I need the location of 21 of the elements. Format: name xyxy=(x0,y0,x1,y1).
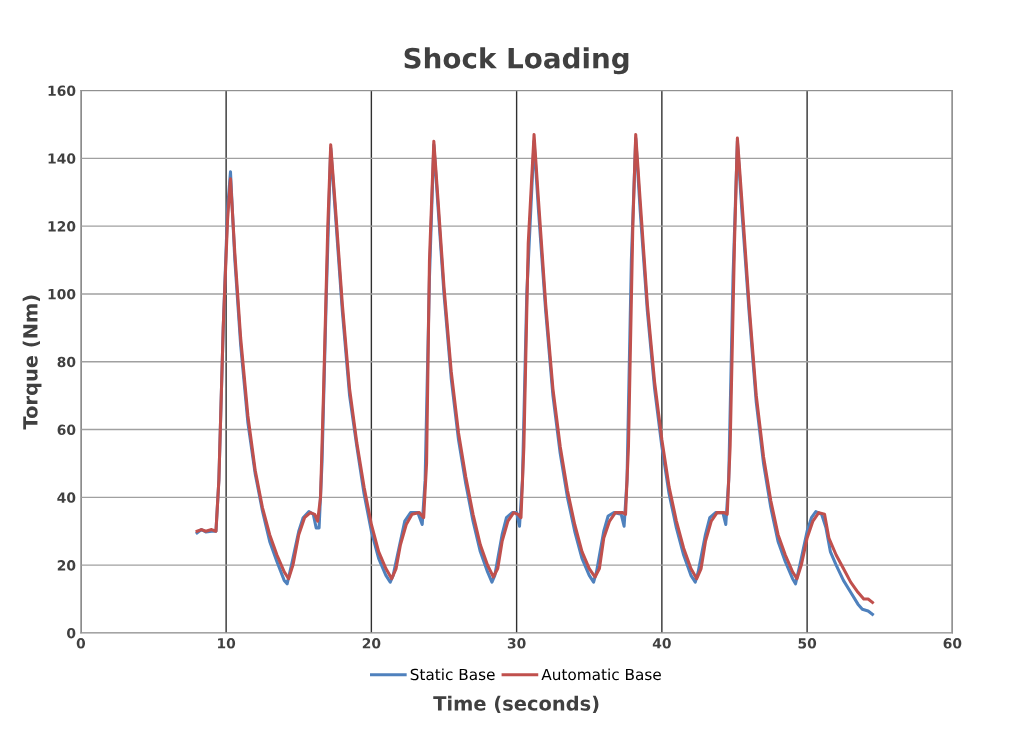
x-tick-label: 20 xyxy=(362,638,381,649)
x-tick-label: 30 xyxy=(507,638,526,649)
y-tick-label: 60 xyxy=(57,424,76,436)
x-tick-label: 60 xyxy=(943,638,962,649)
y-tick-label: 120 xyxy=(48,221,76,232)
y-tick-label: 140 xyxy=(48,153,76,164)
y-tick-label: 20 xyxy=(57,560,76,571)
x-tick-label: 40 xyxy=(652,638,671,649)
x-tick-label: 50 xyxy=(798,638,817,649)
y-axis-title: Torque (Nm) xyxy=(22,295,42,430)
y-tick-label: 0 xyxy=(67,627,76,639)
y-tick-label: 160 xyxy=(48,85,76,96)
y-tick-label: 40 xyxy=(57,492,76,503)
chart-title: Shock Loading xyxy=(404,47,629,75)
y-tick-label: 100 xyxy=(48,288,76,300)
x-tick-label: 10 xyxy=(218,638,236,649)
x-tick-label: 0 xyxy=(76,638,86,649)
legend-label: Automatic Base xyxy=(541,668,661,681)
legend-label: Static Base xyxy=(410,668,495,681)
x-axis-title: Time (seconds) xyxy=(433,695,599,714)
y-tick-label: 80 xyxy=(57,356,76,368)
